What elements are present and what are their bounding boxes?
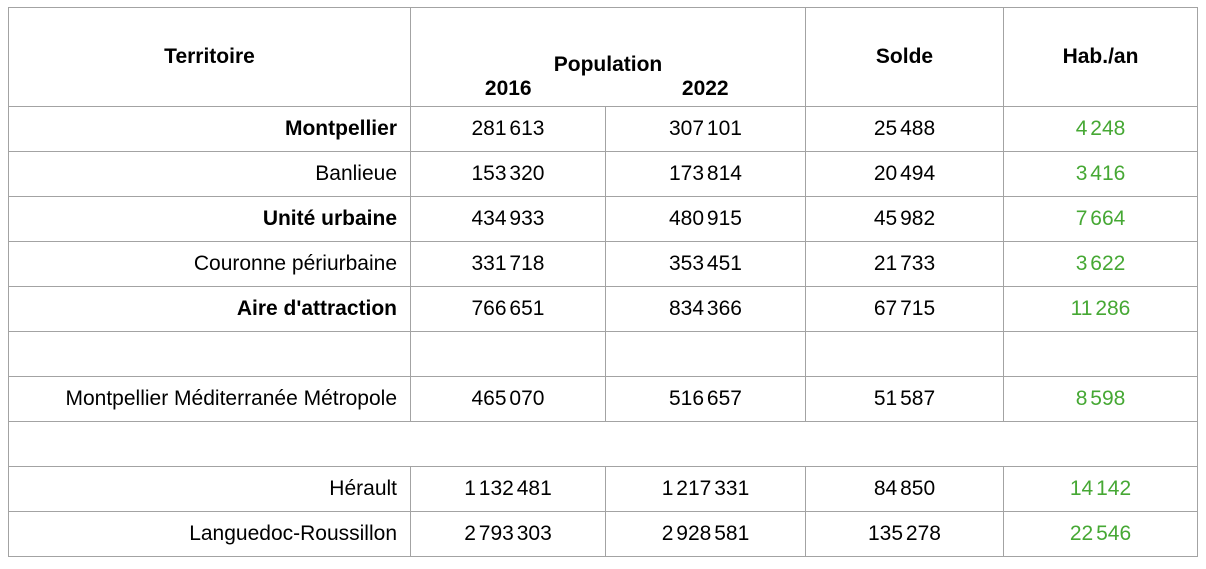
territory-cell: Couronne périurbaine xyxy=(8,241,411,287)
solde-cell: 45 982 xyxy=(805,196,1004,242)
col-header-2022: 2022 xyxy=(681,77,729,100)
col-header-population: Population 2016 2022 xyxy=(410,7,806,107)
solde-cell: 135 278 xyxy=(805,511,1004,557)
population-2016-cell: 1 132 481 xyxy=(410,466,606,512)
population-2022-cell: 2 928 581 xyxy=(605,511,806,557)
solde-cell: 20 494 xyxy=(805,151,1004,197)
hab-an-cell: 4 248 xyxy=(1003,106,1198,152)
population-2022-cell: 834 366 xyxy=(605,286,806,332)
hab-an-cell: 8 598 xyxy=(1003,376,1198,422)
table-header: Territoire Population 2016 2022 Solde Ha… xyxy=(8,7,1198,107)
population-table: Territoire Population 2016 2022 Solde Ha… xyxy=(8,7,1198,557)
territory-cell: Montpellier Méditerranée Métropole xyxy=(8,376,411,422)
population-2022-cell: 353 451 xyxy=(605,241,806,287)
population-2022-cell: 480 915 xyxy=(605,196,806,242)
population-2022-cell: 307 101 xyxy=(605,106,806,152)
solde-cell: 25 488 xyxy=(805,106,1004,152)
table-row: Couronne périurbaine 331 718 353 451 21 733… xyxy=(8,241,1198,287)
population-2016-cell: 465 070 xyxy=(410,376,606,422)
hab-an-cell: 11 286 xyxy=(1003,286,1198,332)
population-2016-cell: 153 320 xyxy=(410,151,606,197)
empty-cell xyxy=(8,421,1198,467)
territory-cell: Unité urbaine xyxy=(8,196,411,242)
population-label: Population xyxy=(553,53,663,76)
hab-an-cell: 3 416 xyxy=(1003,151,1198,197)
territory-cell: Languedoc-Roussillon xyxy=(8,511,411,557)
header-row: Territoire Population 2016 2022 Solde Ha… xyxy=(8,7,1198,107)
population-year-subheaders: 2016 2022 xyxy=(412,77,805,101)
table-row: Aire d'attraction 766 651 834 366 67 715 11 … xyxy=(8,286,1198,332)
population-2016-cell: 331 718 xyxy=(410,241,606,287)
empty-cell xyxy=(8,331,411,377)
population-2016-cell: 281 613 xyxy=(410,106,606,152)
territory-cell: Hérault xyxy=(8,466,411,512)
col-header-2016: 2016 xyxy=(484,77,532,100)
col-header-territoire: Territoire xyxy=(8,7,411,107)
hab-an-cell: 7 664 xyxy=(1003,196,1198,242)
table-row: Montpellier 281 613 307 101 25 488 4 248 xyxy=(8,106,1198,152)
solde-cell: 21 733 xyxy=(805,241,1004,287)
spacer-row xyxy=(8,331,1198,377)
col-header-hab-an: Hab./an xyxy=(1003,7,1198,107)
solde-cell: 51 587 xyxy=(805,376,1004,422)
hab-an-cell: 14 142 xyxy=(1003,466,1198,512)
territory-cell: Aire d'attraction xyxy=(8,286,411,332)
col-header-solde: Solde xyxy=(805,7,1004,107)
table-row: Banlieue 153 320 173 814 20 494 3 416 xyxy=(8,151,1198,197)
solde-cell: 67 715 xyxy=(805,286,1004,332)
empty-cell xyxy=(805,331,1004,377)
table-row: Unité urbaine 434 933 480 915 45 982 7 664 xyxy=(8,196,1198,242)
spacer-row xyxy=(8,421,1198,467)
population-2016-cell: 2 793 303 xyxy=(410,511,606,557)
solde-cell: 84 850 xyxy=(805,466,1004,512)
table-row: Montpellier Méditerranée Métropole 465 07… xyxy=(8,376,1198,422)
territory-cell: Banlieue xyxy=(8,151,411,197)
population-2022-cell: 173 814 xyxy=(605,151,806,197)
empty-cell xyxy=(1003,331,1198,377)
empty-cell xyxy=(605,331,806,377)
hab-an-cell: 3 622 xyxy=(1003,241,1198,287)
empty-cell xyxy=(410,331,606,377)
territory-cell: Montpellier xyxy=(8,106,411,152)
population-2016-cell: 434 933 xyxy=(410,196,606,242)
hab-an-cell: 22 546 xyxy=(1003,511,1198,557)
population-2022-cell: 516 657 xyxy=(605,376,806,422)
population-2016-cell: 766 651 xyxy=(410,286,606,332)
table-row: Hérault 1 132 481 1 217 331 84 850 14 142 xyxy=(8,466,1198,512)
table-body: Montpellier 281 613 307 101 25 488 4 248 Banl… xyxy=(8,106,1198,557)
table-row: Languedoc-Roussillon 2 793 303 2 928 581 13… xyxy=(8,511,1198,557)
population-2022-cell: 1 217 331 xyxy=(605,466,806,512)
